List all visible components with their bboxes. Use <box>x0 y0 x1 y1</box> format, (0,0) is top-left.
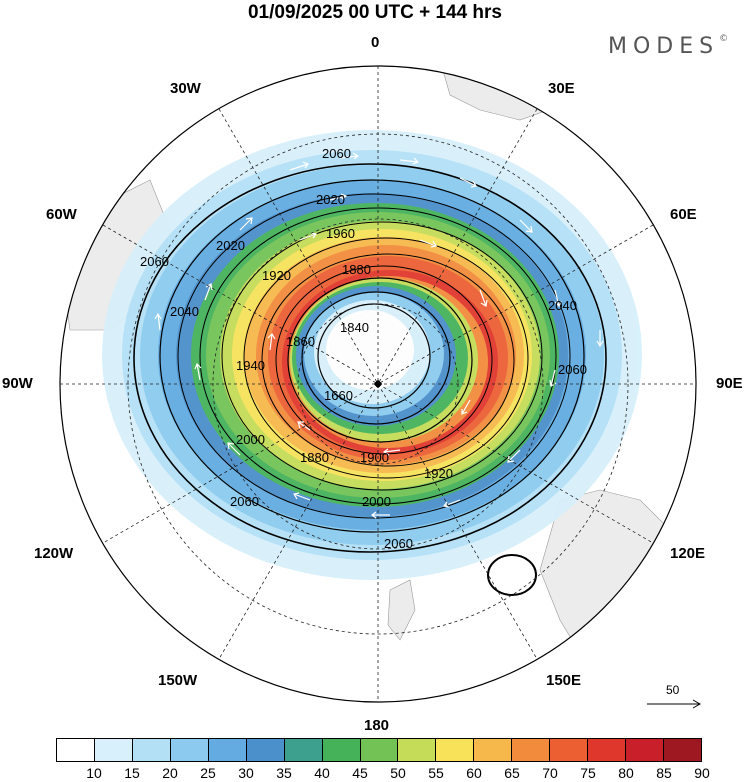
wind-speed-shading <box>102 130 642 580</box>
contour-label: 1880 <box>342 262 371 277</box>
colorbar-tick-label: 75 <box>580 765 596 781</box>
contour-label: 1920 <box>424 466 453 481</box>
colorbar-tick-label: 35 <box>276 765 292 781</box>
pole-marker <box>373 379 383 389</box>
colorbar-tick-label: 65 <box>504 765 520 781</box>
contour-labels: 2060 2020 1960 1920 1880 1840 1660 1860 … <box>140 146 587 551</box>
lon-label-30w: 30W <box>170 80 201 97</box>
colorbar <box>56 738 702 762</box>
colorbar-swatch <box>550 739 589 761</box>
brand-logo: MODES© <box>608 34 728 59</box>
contour-label: 1880 <box>300 450 329 465</box>
colorbar-swatch <box>626 739 664 761</box>
contour-label: 1940 <box>236 358 265 373</box>
lon-label-60e: 60E <box>670 206 697 223</box>
lon-label-150w: 150W <box>158 672 198 689</box>
colorbar-swatch <box>360 739 399 761</box>
contour-label: 2020 <box>316 192 345 207</box>
contour-label: 2060 <box>230 494 259 509</box>
lon-label-0: 0 <box>371 34 380 51</box>
map-title: 01/09/2025 00 UTC + 144 hrs <box>247 2 503 23</box>
colorbar-swatch <box>664 739 701 761</box>
colorbar-swatch <box>170 739 209 761</box>
contour-label: 1660 <box>324 388 353 403</box>
brand-name: MODES <box>608 34 720 59</box>
contour-label: 2020 <box>216 238 245 253</box>
reference-vector <box>647 699 702 709</box>
contour-label: 2040 <box>548 298 577 313</box>
colorbar-swatch <box>94 739 133 761</box>
colorbar-swatch <box>132 739 171 761</box>
lon-label-180: 180 <box>364 717 390 734</box>
colorbar-swatch <box>246 739 285 761</box>
lon-label-120w: 120W <box>34 545 74 562</box>
brand-mark: © <box>719 34 729 44</box>
reference-vector-label: 50 <box>666 683 680 697</box>
colorbar-tick-label: 40 <box>314 765 330 781</box>
colorbar-tick-label: 15 <box>124 765 140 781</box>
colorbar-tick-label: 10 <box>86 765 102 781</box>
colorbar-swatch <box>208 739 247 761</box>
contour-label: 1840 <box>340 320 369 335</box>
contour-label: 2040 <box>170 304 199 319</box>
colorbar-swatch <box>588 739 627 761</box>
colorbar-tick-label: 50 <box>390 765 406 781</box>
colorbar-swatch <box>512 739 551 761</box>
colorbar-tick-label: 25 <box>200 765 216 781</box>
wind-vectors <box>154 152 604 519</box>
colorbar-swatch <box>436 739 475 761</box>
colorbar-swatch <box>474 739 513 761</box>
colorbar-tick-label: 70 <box>542 765 558 781</box>
colorbar-tick-label: 60 <box>466 765 482 781</box>
colorbar-swatch <box>322 739 361 761</box>
contour-label: 2060 <box>558 362 587 377</box>
contour-label: 2000 <box>236 432 265 447</box>
colorbar-swatch <box>57 739 95 761</box>
colorbar-tick-label: 80 <box>618 765 634 781</box>
colorbar-tick-label: 90 <box>694 765 710 781</box>
colorbar-tick-label: 30 <box>238 765 254 781</box>
lon-label-90e: 90E <box>716 375 743 392</box>
contour-label: 1920 <box>262 268 291 283</box>
colorbar-tick-label: 45 <box>352 765 368 781</box>
colorbar-tick-label: 20 <box>162 765 178 781</box>
lon-label-60w: 60W <box>46 206 77 223</box>
colorbar-tick-label: 85 <box>656 765 672 781</box>
contour-label: 2060 <box>140 254 169 269</box>
lon-label-30e: 30E <box>548 80 575 97</box>
contour-label: 2060 <box>322 146 351 161</box>
contour-label: 1960 <box>326 226 355 241</box>
contour-label: 2060 <box>384 536 413 551</box>
colorbar-swatch <box>284 739 323 761</box>
new-zealand-landmass <box>387 579 416 641</box>
contour-label: 1860 <box>286 334 315 349</box>
colorbar-swatch <box>398 739 437 761</box>
colorbar-tick-label: 55 <box>428 765 444 781</box>
height-contours <box>133 163 607 596</box>
lon-label-90w: 90W <box>2 375 33 392</box>
colorbar-ticks: 10 15 20 25 30 35 40 45 50 55 60 65 70 75 80 85 90 <box>56 765 710 781</box>
lon-label-120e: 120E <box>670 545 706 562</box>
contour-label: 1900 <box>360 450 389 465</box>
map-boundary <box>59 65 697 703</box>
lon-label-150e: 150E <box>546 672 582 689</box>
contour-label: 2000 <box>362 494 391 509</box>
